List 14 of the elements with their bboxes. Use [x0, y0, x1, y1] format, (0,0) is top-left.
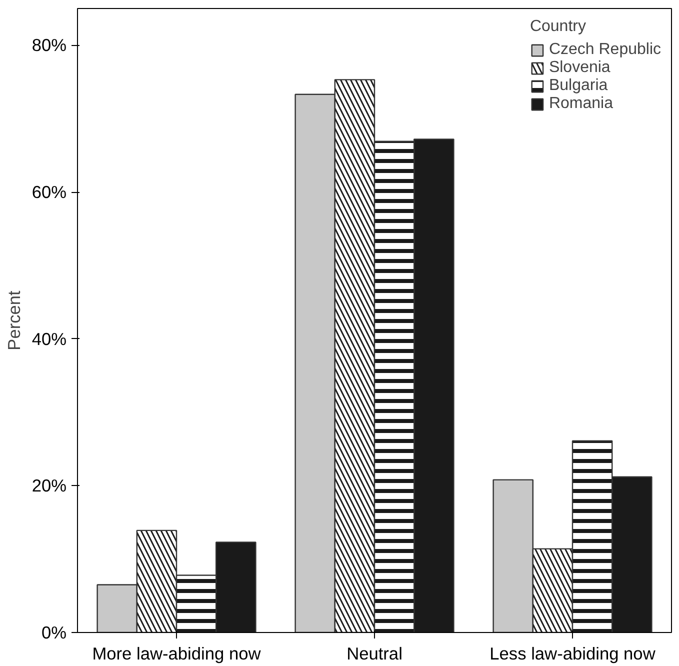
y-tick-label: 40%	[32, 328, 67, 349]
x-tick-label: Less law-abiding now	[490, 644, 656, 664]
y-tick-label: 60%	[32, 182, 67, 202]
x-tick-label: More law-abiding now	[92, 644, 262, 664]
legend-label: Czech Republic	[548, 41, 661, 59]
legend-label: Romania	[548, 95, 613, 113]
y-tick-label: 80%	[32, 35, 67, 56]
legend-label: Slovenia	[548, 59, 610, 77]
y-tick-label: 0%	[41, 622, 66, 642]
y-tick-label: 20%	[32, 476, 67, 496]
x-tick-label: Neutral	[346, 644, 402, 664]
legend-label: Bulgaria	[548, 77, 608, 95]
legend-title: Country	[530, 18, 587, 36]
y-axis-title: Percent	[4, 290, 24, 350]
